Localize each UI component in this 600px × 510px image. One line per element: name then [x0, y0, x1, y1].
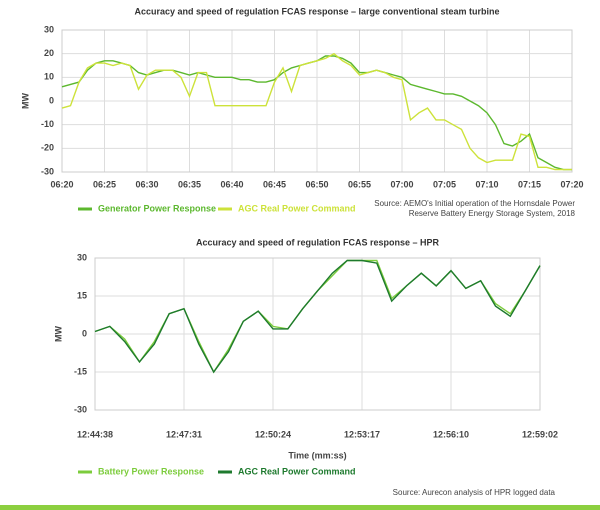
- x-tick-label: 12:59:02: [522, 429, 558, 439]
- y-tick-label: -30: [41, 166, 54, 176]
- x-tick-label: 12:44:38: [77, 429, 113, 439]
- y-tick-label: 30: [44, 24, 54, 34]
- x-axis-label: Time (mm:ss): [288, 450, 346, 460]
- footer-stripe: [0, 505, 600, 510]
- y-tick-label: 0: [49, 95, 54, 105]
- y-tick-label: -20: [41, 143, 54, 153]
- y-tick-label: 0: [82, 328, 87, 338]
- x-tick-label: 06:25: [93, 179, 116, 189]
- x-tick-label: 12:47:31: [166, 429, 202, 439]
- x-tick-label: 12:50:24: [255, 429, 291, 439]
- source-note: Reserve Battery Energy Storage System, 2…: [409, 209, 576, 218]
- x-tick-label: 06:45: [263, 179, 286, 189]
- x-tick-label: 12:53:17: [344, 429, 380, 439]
- source-note: Source: Aurecon analysis of HPR logged d…: [393, 488, 556, 497]
- series-line: [61, 52, 572, 171]
- x-tick-label: 07:15: [518, 179, 541, 189]
- y-axis-label: MW: [20, 93, 30, 109]
- y-tick-label: 15: [77, 290, 87, 300]
- y-tick-label: -30: [74, 404, 87, 414]
- x-tick-label: 07:20: [560, 179, 583, 189]
- chart-title: Accuracy and speed of regulation FCAS re…: [134, 6, 499, 16]
- y-axis-label: MW: [53, 326, 63, 342]
- y-tick-label: 20: [44, 48, 54, 58]
- y-tick-label: -10: [41, 119, 54, 129]
- x-tick-label: 06:20: [50, 179, 73, 189]
- legend-label: Battery Power Response: [98, 466, 204, 476]
- legend-label: Generator Power Response: [98, 203, 216, 213]
- y-tick-label: 10: [44, 72, 54, 82]
- legend-label: AGC Real Power Command: [238, 466, 356, 476]
- y-tick-label: -15: [74, 366, 87, 376]
- legend-label: AGC Real Power Command: [238, 203, 356, 213]
- y-tick-label: 30: [77, 252, 87, 262]
- x-tick-label: 07:00: [390, 179, 413, 189]
- x-tick-label: 06:50: [305, 179, 328, 189]
- plot-frame: [94, 257, 541, 411]
- chart-title: Accuracy and speed of regulation FCAS re…: [196, 237, 440, 247]
- plot-frame: [61, 29, 573, 173]
- series-line: [94, 259, 541, 374]
- x-tick-label: 12:56:10: [433, 429, 469, 439]
- x-tick-label: 06:35: [178, 179, 201, 189]
- x-tick-label: 07:10: [475, 179, 498, 189]
- source-note: Source: AEMO's Initial operation of the …: [374, 199, 575, 208]
- x-tick-label: 07:05: [433, 179, 456, 189]
- series-line: [94, 259, 541, 374]
- x-tick-label: 06:30: [135, 179, 158, 189]
- x-tick-label: 06:55: [348, 179, 371, 189]
- x-tick-label: 06:40: [220, 179, 243, 189]
